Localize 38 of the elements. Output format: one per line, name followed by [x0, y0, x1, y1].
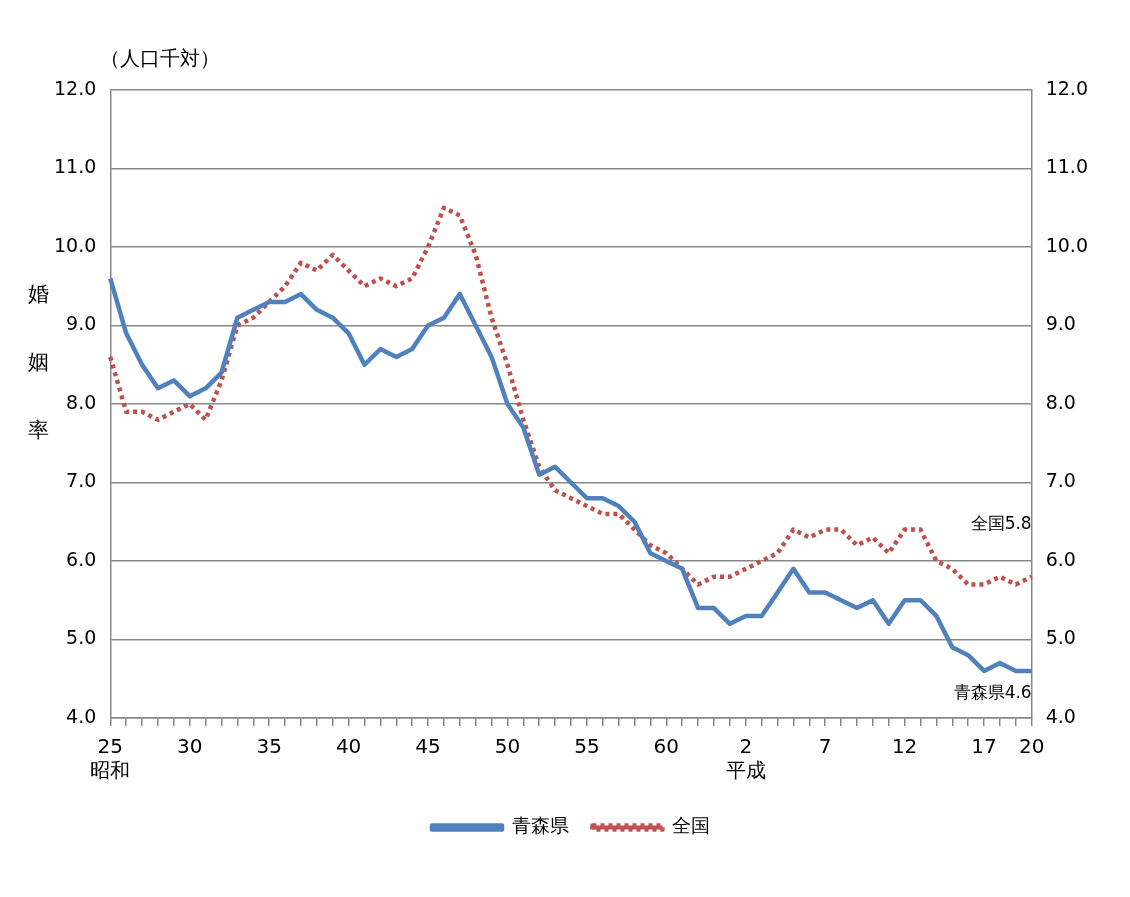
legend-label: 青森県 — [511, 814, 569, 837]
y-tick-label: 9.0 — [66, 312, 97, 335]
x-tick-label: 12 — [891, 734, 918, 759]
annotation: 青森県4.6 — [953, 681, 1032, 702]
annotation: 全国5.8 — [970, 512, 1032, 533]
y-tick-label: 11.0 — [53, 155, 97, 178]
x-tick-label: 17 — [971, 734, 997, 759]
x-tick-label: 45 — [415, 734, 441, 759]
x-tick-label: 25 昭和 — [90, 734, 131, 783]
y2-tick-label: 5.0 — [1045, 626, 1076, 649]
y2-tick-label: 9.0 — [1045, 312, 1076, 335]
x-tick-label: 55 — [574, 734, 600, 759]
legend-label: 全国 — [672, 814, 710, 837]
y2-tick-label: 7.0 — [1045, 469, 1076, 492]
y-tick-label: 6.0 — [66, 547, 97, 570]
x-tick-label: 7 — [818, 734, 832, 759]
x-tick-label: 30 — [177, 734, 203, 759]
text: 婚姻率 — [27, 282, 49, 443]
y2-tick-label: 10.0 — [1045, 233, 1089, 256]
y2-tick-label: 8.0 — [1045, 390, 1076, 413]
y2-tick-label: 12.0 — [1045, 76, 1089, 99]
x-tick-label: 2 平成 — [725, 734, 766, 783]
x-tick-label: 50 — [494, 734, 521, 759]
y-tick-label: 8.0 — [66, 390, 97, 413]
y2-tick-label: 6.0 — [1045, 547, 1076, 570]
y-tick-label: 5.0 — [66, 626, 97, 649]
y-tick-label: 10.0 — [53, 233, 97, 256]
x-tick-label: 20 — [1018, 734, 1045, 759]
y-tick-label: 7.0 — [66, 469, 97, 492]
x-tick-label: 40 — [335, 734, 362, 759]
y-tick-label: 12.0 — [53, 76, 97, 99]
text: （人口千対） — [100, 46, 221, 71]
x-tick-label: 35 — [256, 734, 282, 759]
line-series — [108, 205, 1034, 587]
x-tick-label: 60 — [653, 734, 680, 759]
y2-tick-label: 11.0 — [1045, 155, 1089, 178]
y2-tick-label: 4.0 — [1045, 704, 1076, 727]
y-tick-label: 4.0 — [66, 704, 97, 727]
